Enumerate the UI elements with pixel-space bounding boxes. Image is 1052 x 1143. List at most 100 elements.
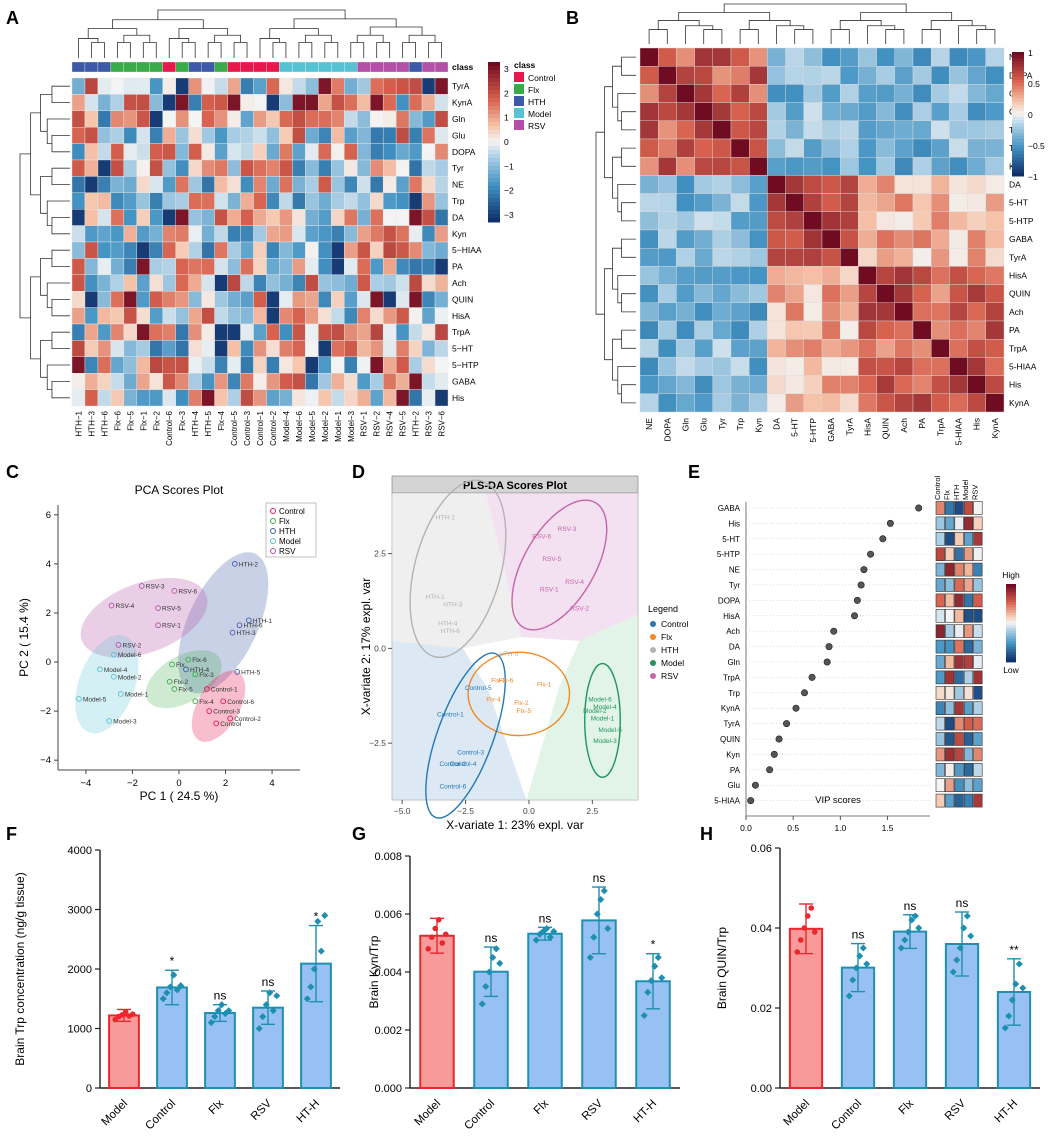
heatmap-cell bbox=[344, 225, 358, 243]
score-point-label: Flx-4 bbox=[486, 696, 501, 703]
point-label: Flx-6 bbox=[192, 657, 207, 664]
correlation-cell bbox=[931, 320, 950, 340]
heatmap-cell bbox=[110, 291, 125, 308]
heatmap-cell bbox=[162, 241, 176, 259]
correlation-cell bbox=[639, 175, 659, 194]
heatmap-cell bbox=[357, 274, 371, 292]
heatmap-cell bbox=[292, 176, 306, 193]
panel-b-column-dendrogram-branch bbox=[723, 3, 907, 13]
panel-a-column-dendrogram-branch bbox=[233, 42, 248, 58]
correlation-cell bbox=[803, 229, 823, 249]
correlation-cell bbox=[639, 138, 659, 158]
heatmap-cell bbox=[84, 274, 99, 292]
heatmap-cell bbox=[382, 373, 397, 390]
x-tick-label: Control bbox=[462, 1098, 497, 1133]
heatmap-cell bbox=[344, 110, 358, 128]
y-tick-label: 0.0 bbox=[374, 643, 386, 653]
heatmap-cell bbox=[434, 77, 449, 95]
colorbar-tick-label: −3 bbox=[504, 210, 514, 220]
heatmap-cell bbox=[318, 225, 332, 243]
heatmap-cell bbox=[149, 77, 163, 95]
group-mean-cell bbox=[945, 747, 955, 762]
panel-b-row-dendrogram-branch bbox=[617, 366, 636, 395]
correlation-cell bbox=[767, 65, 786, 85]
correlation-cell bbox=[858, 284, 877, 304]
x-tick-label: Model bbox=[99, 1098, 130, 1129]
class-legend-label: HTH bbox=[528, 97, 545, 107]
group-mean-cell bbox=[954, 685, 964, 700]
score-point bbox=[234, 669, 241, 675]
heatmap-cell bbox=[175, 323, 189, 341]
colorbar-segment bbox=[1006, 597, 1016, 600]
colorbar-segment bbox=[1012, 107, 1024, 112]
score-point bbox=[106, 718, 113, 724]
correlation-cell bbox=[676, 339, 695, 358]
correlation-cell bbox=[840, 375, 859, 395]
correlation-cell bbox=[876, 175, 895, 194]
heatmap-cell bbox=[110, 192, 125, 210]
heatmap-cell bbox=[266, 389, 280, 407]
variable-label: TyrA bbox=[724, 720, 741, 729]
data-point bbox=[214, 1007, 222, 1015]
colorbar-segment bbox=[1006, 641, 1016, 645]
class-bar-cell bbox=[318, 61, 332, 73]
heatmap-cell bbox=[162, 291, 176, 308]
correlation-cell bbox=[840, 339, 859, 358]
column-label: NE bbox=[644, 418, 654, 430]
group-mean-cell bbox=[963, 516, 974, 531]
panel-a-row-dendrogram-branch bbox=[40, 340, 52, 378]
correlation-cell bbox=[694, 65, 713, 85]
class-bar-cell bbox=[123, 61, 137, 73]
group-mean-cell bbox=[973, 793, 983, 808]
panel-a-column-dendrogram-branch bbox=[293, 18, 397, 29]
x-tick-label: 2.5 bbox=[586, 806, 598, 816]
heatmap-cell bbox=[395, 77, 410, 95]
colorbar-segment bbox=[488, 114, 500, 119]
heatmap-cell bbox=[123, 258, 138, 275]
heatmap-cell bbox=[421, 110, 436, 128]
correlation-cell bbox=[858, 393, 877, 413]
heatmap-cell bbox=[84, 241, 99, 259]
point-label: RSV-2 bbox=[123, 642, 142, 649]
panel-b-column-dendrogram-branch bbox=[703, 29, 723, 44]
heatmap-cell bbox=[331, 225, 345, 243]
heatmap-cell bbox=[123, 356, 138, 374]
correlation-cell bbox=[949, 211, 968, 231]
heatmap-cell bbox=[395, 340, 410, 357]
heatmap-cell bbox=[136, 208, 150, 226]
correlation-cell bbox=[985, 320, 1005, 340]
colorbar-segment bbox=[1012, 83, 1024, 87]
correlation-cell bbox=[694, 102, 713, 121]
heatmap-cell bbox=[175, 77, 189, 95]
group-mean-cell bbox=[954, 547, 964, 562]
score-point bbox=[171, 686, 178, 692]
heatmap-cell bbox=[162, 389, 176, 407]
panel-b-row-dendrogram-branch bbox=[621, 147, 636, 167]
heatmap-cell bbox=[434, 274, 449, 292]
heatmap-cell bbox=[136, 389, 150, 407]
heatmap-cell bbox=[305, 208, 319, 226]
correlation-cell bbox=[821, 302, 841, 322]
heatmap-cell bbox=[357, 241, 371, 259]
heatmap-cell bbox=[227, 291, 241, 308]
colorbar-segment bbox=[1012, 58, 1024, 62]
heatmap-cell bbox=[253, 340, 267, 357]
colorbar-segment bbox=[1006, 643, 1016, 647]
group-mean-cell bbox=[973, 547, 983, 562]
data-point bbox=[532, 936, 540, 944]
heatmap-cell bbox=[382, 225, 397, 243]
data-point bbox=[590, 933, 598, 941]
heatmap-cell bbox=[318, 143, 332, 161]
correlation-cell bbox=[730, 266, 750, 285]
point-label: Flx-2 bbox=[174, 679, 189, 686]
heatmap-cell bbox=[279, 389, 293, 407]
heatmap-cell bbox=[84, 356, 99, 374]
group-mean-cell bbox=[954, 762, 964, 777]
heatmap-cell bbox=[110, 159, 125, 177]
correlation-cell bbox=[694, 302, 713, 322]
correlation-cell bbox=[639, 47, 659, 67]
data-point bbox=[307, 983, 315, 991]
score-point bbox=[155, 605, 161, 611]
legend-label: Control bbox=[279, 507, 305, 516]
heatmap-cell bbox=[395, 356, 410, 374]
